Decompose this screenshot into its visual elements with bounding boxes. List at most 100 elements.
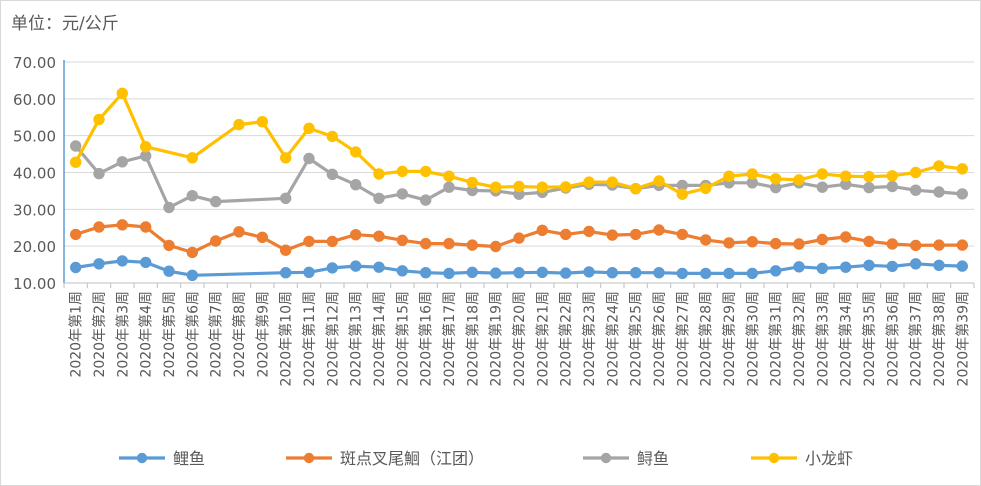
data-point [373, 230, 385, 242]
x-tick-label: 2020年第36周 [884, 291, 901, 386]
data-point [163, 265, 175, 277]
data-point [793, 174, 805, 186]
data-point [93, 167, 105, 180]
data-point [863, 170, 875, 183]
data-point [630, 267, 642, 279]
data-point [326, 168, 338, 181]
data-point [723, 237, 735, 249]
legend-marker [768, 452, 780, 464]
data-point [700, 267, 712, 280]
data-point [490, 181, 502, 193]
data-point [420, 165, 432, 178]
data-point [933, 160, 945, 172]
x-tick-label: 2020年第26周 [651, 291, 668, 386]
data-point [396, 265, 408, 277]
data-point [186, 269, 199, 281]
data-point [956, 188, 968, 200]
x-tick-label: 2020年第39周 [954, 291, 971, 386]
y-tick-label: 30.00 [13, 201, 56, 219]
data-point [70, 156, 82, 168]
x-tick-label: 2020年第25周 [628, 291, 645, 386]
x-tick-label: 2020年第32周 [791, 291, 808, 386]
data-point [653, 224, 665, 236]
data-point [210, 195, 222, 208]
x-tick-label: 2020年第11周 [301, 291, 318, 386]
data-point [933, 186, 945, 198]
x-tick-label: 2020年第31周 [768, 291, 785, 386]
data-point [443, 237, 455, 250]
series-lines [70, 87, 968, 281]
data-point [373, 192, 385, 205]
legend-label: 小龙虾 [805, 449, 853, 468]
x-tick-label: 2020年第37周 [908, 291, 925, 386]
gridlines [64, 61, 974, 247]
x-tick-label: 2020年第6周 [184, 291, 201, 378]
x-tick-label: 2020年第38周 [931, 291, 948, 386]
legend: 鲤鱼 斑点叉尾鮰（江团） 鲟鱼 小龙虾 [119, 449, 853, 468]
data-point [303, 235, 315, 248]
series-3 [70, 140, 968, 214]
data-point [723, 267, 735, 280]
data-point [373, 168, 385, 180]
data-point [770, 173, 782, 185]
data-point [490, 267, 502, 279]
data-point [676, 228, 688, 241]
data-point [513, 267, 525, 279]
legend-item-3: 鲟鱼 [583, 449, 669, 468]
data-point [910, 258, 922, 270]
legend-marker [303, 452, 315, 464]
x-tick-label: 2020年第17周 [441, 291, 458, 386]
data-point [746, 168, 758, 180]
data-point [956, 163, 968, 175]
x-tick-label: 2020年第9周 [254, 291, 271, 378]
y-tick-label: 40.00 [13, 165, 56, 183]
data-point [280, 152, 292, 164]
data-point [560, 228, 572, 241]
data-point [280, 192, 292, 205]
data-point [280, 267, 292, 279]
x-tick-label: 2020年第4周 [138, 291, 155, 378]
data-point [326, 235, 338, 248]
data-point [863, 181, 875, 194]
y-tick-label: 70.00 [13, 54, 56, 72]
series-2 [70, 219, 968, 259]
data-point [443, 181, 455, 193]
legend-item-4: 小龙虾 [751, 449, 853, 468]
data-point [420, 237, 432, 250]
x-tick-label: 2020年第7周 [208, 291, 225, 378]
data-point [163, 201, 175, 214]
data-point [420, 194, 432, 206]
unit-label: 单位：元/公斤 [11, 14, 119, 34]
data-point [350, 179, 362, 191]
data-point [956, 260, 968, 272]
x-tick-label: 2020年第29周 [721, 291, 738, 386]
data-point [163, 239, 175, 252]
x-tick-label: 2020年第8周 [231, 291, 248, 378]
x-tick-label: 2020年第34周 [838, 291, 855, 386]
data-point [933, 239, 945, 251]
data-point [910, 166, 922, 179]
data-point [303, 122, 315, 135]
data-point [256, 231, 268, 244]
legend-marker [600, 452, 612, 464]
data-point [816, 168, 828, 180]
data-point [70, 261, 82, 274]
data-point [93, 258, 105, 270]
x-tick-label: 2020年第22周 [558, 291, 575, 386]
data-point [653, 175, 665, 187]
data-point [793, 261, 805, 273]
data-point [886, 170, 898, 182]
data-point [676, 267, 688, 280]
data-point [303, 152, 315, 165]
data-point [770, 265, 782, 277]
data-point [863, 235, 875, 248]
data-point [140, 141, 152, 153]
data-point [746, 267, 758, 280]
data-point [536, 181, 548, 193]
data-point [770, 237, 782, 250]
x-tick-label: 2020年第15周 [394, 291, 411, 386]
x-tick-label: 2020年第1周 [68, 291, 85, 378]
x-tick-label: 2020年第2周 [91, 291, 108, 378]
data-point [186, 152, 199, 164]
